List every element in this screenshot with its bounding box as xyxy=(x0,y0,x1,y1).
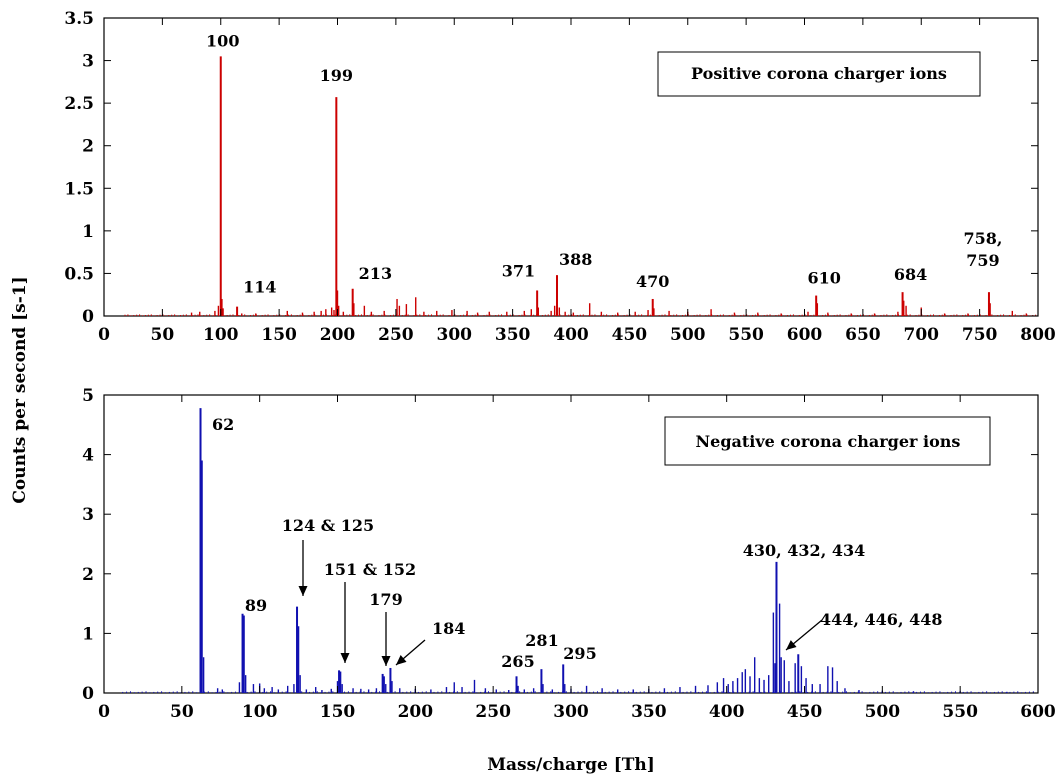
y-tick-label: 2 xyxy=(82,137,94,157)
peak-label: 151 & 152 xyxy=(324,560,416,579)
peak-label: 295 xyxy=(563,644,596,663)
y-tick-label: 3.5 xyxy=(64,9,94,29)
peak-label: 213 xyxy=(359,264,392,283)
x-tick-label: 200 xyxy=(320,325,356,345)
peak-arrow xyxy=(298,540,308,596)
x-tick-label: 650 xyxy=(845,325,881,345)
peak-label: 62 xyxy=(212,415,234,434)
x-tick-label: 150 xyxy=(261,325,297,345)
y-tick-label: 0 xyxy=(82,684,94,704)
peak-arrow xyxy=(381,612,391,666)
peak-label: 199 xyxy=(320,66,353,85)
x-axis-label: Mass/charge [Th] xyxy=(487,755,655,775)
y-tick-label: 3 xyxy=(82,52,94,72)
legend-text-bottom: Negative corona charger ions xyxy=(696,432,961,451)
peak-label: 100 xyxy=(206,31,239,50)
y-tick-label: 3 xyxy=(82,505,94,525)
ticks-top: 0 50 100 150 200 250 300 350 400 450 500 550 600 650 7… xyxy=(64,9,1055,345)
y-tick-label: 4 xyxy=(82,446,94,466)
labeled-peaks-top xyxy=(219,56,990,316)
peak-label: 444, 446, 448 xyxy=(820,610,942,629)
labeled-peaks-bottom xyxy=(199,408,800,693)
peak-label: 281 xyxy=(525,631,558,650)
y-axis-label: Counts per second [s-1] xyxy=(10,276,30,503)
peak-label: 758, xyxy=(963,229,1002,248)
minor-peaks-top xyxy=(124,290,1037,316)
x-tick-label: 500 xyxy=(865,702,901,722)
y-tick-label: 1 xyxy=(82,624,94,644)
x-tick-label: 350 xyxy=(495,325,531,345)
y-tick-label: 0 xyxy=(82,307,94,327)
x-tick-label: 450 xyxy=(612,325,648,345)
x-tick-label: 300 xyxy=(437,325,473,345)
peak-label: 470 xyxy=(636,272,669,291)
y-tick-label: 2.5 xyxy=(64,94,94,114)
positive-ion-spectrum: 0 50 100 150 200 250 300 350 400 450 500 550 600 650 7… xyxy=(64,9,1055,345)
peak-label: 430, 432, 434 xyxy=(743,541,865,560)
peak-arrow xyxy=(785,619,823,651)
x-tick-label: 250 xyxy=(378,325,414,345)
x-tick-label: 700 xyxy=(904,325,940,345)
peak-label: 610 xyxy=(807,269,840,288)
x-tick-label: 350 xyxy=(631,702,667,722)
peak-label: 124 & 125 xyxy=(282,516,374,535)
peak-labels-top: 100 114 199 213 371 388 470 610 684 758, 759 xyxy=(206,31,1002,296)
negative-ion-spectrum: 0 50 100 150 200 250 300 350 400 450 500 550 600 0 1 2 3… xyxy=(82,386,1056,722)
x-tick-label: 600 xyxy=(787,325,823,345)
peak-arrow xyxy=(395,639,426,666)
x-tick-label: 450 xyxy=(787,702,823,722)
x-tick-label: 400 xyxy=(709,702,745,722)
x-tick-label: 750 xyxy=(962,325,998,345)
y-tick-label: 0.5 xyxy=(64,264,94,284)
x-tick-label: 100 xyxy=(203,325,239,345)
legend-box-bottom xyxy=(664,416,991,466)
peak-label: 184 xyxy=(432,619,465,638)
legend-text-top: Positive corona charger ions xyxy=(691,64,947,83)
legend-box-top xyxy=(657,51,981,97)
y-tick-label: 1.5 xyxy=(64,179,94,199)
peak-label: 265 xyxy=(501,652,534,671)
x-tick-label: 500 xyxy=(670,325,706,345)
peak-label: 388 xyxy=(559,250,592,269)
x-tick-label: 150 xyxy=(320,702,356,722)
y-tick-label: 1 xyxy=(82,222,94,242)
x-tick-label: 200 xyxy=(398,702,434,722)
x-tick-label: 550 xyxy=(942,702,978,722)
peak-label: 684 xyxy=(894,265,927,284)
peak-label: 114 xyxy=(243,278,276,297)
peak-label: 89 xyxy=(245,596,267,615)
ticks-bottom: 0 50 100 150 200 250 300 350 400 450 500 550 600 0 1 2 3… xyxy=(82,386,1056,722)
peak-label: 179 xyxy=(369,590,402,609)
x-tick-label: 50 xyxy=(170,702,194,722)
peak-labels-bottom: 62 89 124 & 125 151 & 152 179 184 265 281 295 430… xyxy=(212,415,942,671)
peak-label: 759 xyxy=(966,251,999,270)
x-tick-label: 0 xyxy=(98,702,110,722)
x-tick-label: 250 xyxy=(475,702,511,722)
x-tick-label: 800 xyxy=(1020,325,1056,345)
x-tick-label: 50 xyxy=(151,325,175,345)
minor-peaks-bottom xyxy=(122,460,1034,693)
peak-arrow xyxy=(340,582,350,663)
y-tick-label: 2 xyxy=(82,565,94,585)
x-tick-label: 100 xyxy=(242,702,278,722)
x-tick-label: 600 xyxy=(1020,702,1056,722)
y-tick-label: 5 xyxy=(82,386,94,406)
peak-label: 371 xyxy=(502,261,535,280)
x-tick-label: 400 xyxy=(553,325,589,345)
x-tick-label: 300 xyxy=(553,702,589,722)
x-tick-label: 550 xyxy=(728,325,764,345)
x-tick-label: 0 xyxy=(98,325,110,345)
